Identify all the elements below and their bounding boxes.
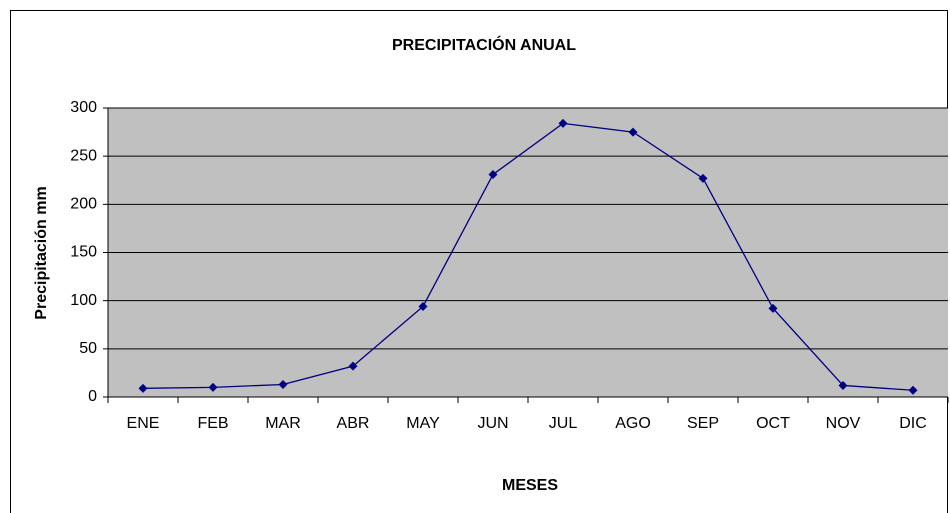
series-line	[142, 122, 914, 391]
y-axis-label: Precipitación mm	[33, 186, 50, 319]
x-tick-label: MAY	[406, 415, 440, 432]
y-tick-label: 150	[70, 244, 97, 261]
x-tick-label: MAR	[265, 415, 301, 432]
x-tick-label: SEP	[687, 415, 719, 432]
data-point	[768, 303, 778, 313]
x-tick-label: ABR	[337, 415, 370, 432]
data-point	[838, 380, 848, 390]
y-tick-label: 300	[70, 99, 97, 116]
y-tick-label: 50	[79, 340, 97, 357]
data-point	[278, 379, 288, 389]
data-point	[418, 301, 428, 311]
x-tick-label: NOV	[826, 415, 861, 432]
x-tick-label: FEB	[197, 415, 228, 432]
data-point	[348, 361, 358, 371]
data-point	[138, 383, 148, 393]
data-point	[208, 382, 218, 392]
data-point	[628, 127, 638, 137]
data-point	[698, 173, 708, 183]
x-tick-label: JUL	[549, 415, 578, 432]
y-tick-label: 100	[70, 292, 97, 309]
x-tick-label: JUN	[477, 415, 508, 432]
y-tick-label: 250	[70, 147, 97, 164]
x-tick-label: ENE	[127, 415, 160, 432]
data-point	[488, 169, 498, 179]
y-tick-label: 0	[88, 388, 97, 405]
x-axis-label: MESES	[502, 477, 558, 494]
data-point	[558, 118, 568, 128]
data-point	[908, 385, 918, 395]
x-tick-label: OCT	[756, 415, 790, 432]
x-tick-label: AGO	[615, 415, 651, 432]
x-tick-label: DIC	[899, 415, 927, 432]
chart-title: PRECIPITACIÓN ANUAL	[392, 35, 576, 54]
y-tick-label: 200	[70, 196, 97, 213]
